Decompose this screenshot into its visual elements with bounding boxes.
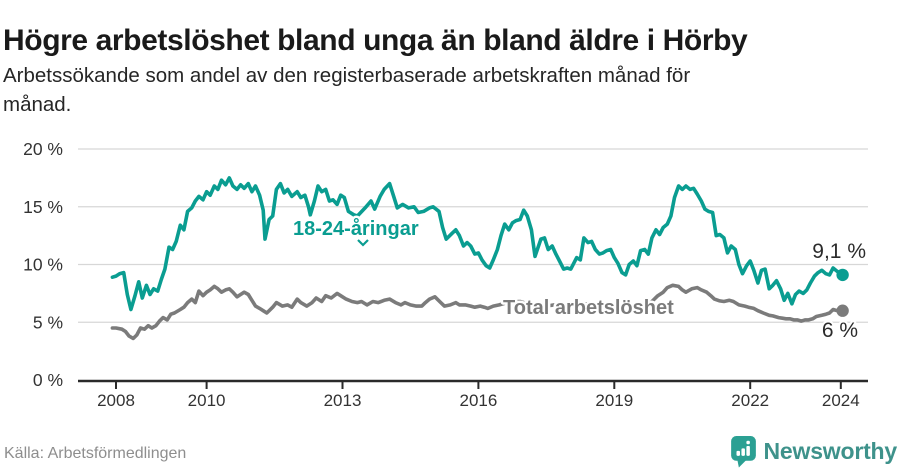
chart-subtitle: Arbetssökande som andel av den registerb…: [3, 61, 690, 119]
logo-bar-medium: [740, 448, 745, 456]
series-label-youth: 18-24-åringar: [293, 217, 419, 240]
logo-bubble-tail: [736, 459, 747, 468]
youth-label-pointer: [357, 239, 369, 247]
series-end-dot-youth: [836, 268, 849, 282]
x-tick-label-2013: 2013: [324, 391, 362, 410]
subtitle-line-1: Arbetssökande som andel av den registerb…: [3, 64, 691, 87]
subtitle-line-2: månad.: [3, 93, 72, 116]
y-tick-label-15: 15 %: [23, 197, 63, 217]
series-end-dot-total: [836, 304, 849, 317]
logo-bar-tall: [745, 445, 750, 456]
source-note: Källa: Arbetsförmedlingen: [4, 445, 187, 462]
x-tick-label-2024: 2024: [822, 391, 860, 410]
x-tick-label-2019: 2019: [595, 391, 633, 410]
y-tick-label-0: 0 %: [33, 370, 63, 390]
x-tick-label-2016: 2016: [459, 391, 497, 410]
brand-logo: Newsworthy: [730, 434, 897, 468]
series-line-total: [110, 283, 845, 341]
logo-exclamation-dot: [745, 440, 750, 445]
brand-wordmark: Newsworthy: [763, 437, 898, 464]
x-tick-label-2010: 2010: [188, 391, 226, 410]
x-tick-label-2008: 2008: [97, 391, 135, 410]
y-tick-label-10: 10 %: [23, 255, 63, 275]
end-value-label-total: 6 %: [822, 319, 858, 342]
y-tick-label-20: 20 %: [23, 139, 63, 159]
end-value-label-youth: 9,1 %: [812, 240, 866, 263]
logo-bar-short: [736, 450, 740, 456]
chart-title: Högre arbetslöshet bland unga än bland ä…: [3, 24, 748, 58]
x-tick-label-2022: 2022: [731, 391, 769, 410]
newsworthy-logo-icon: [730, 436, 756, 468]
series-label-total: Total arbetslöshet: [503, 297, 674, 319]
y-tick-label-5: 5 %: [33, 312, 63, 332]
series-line-youth: [110, 176, 845, 312]
